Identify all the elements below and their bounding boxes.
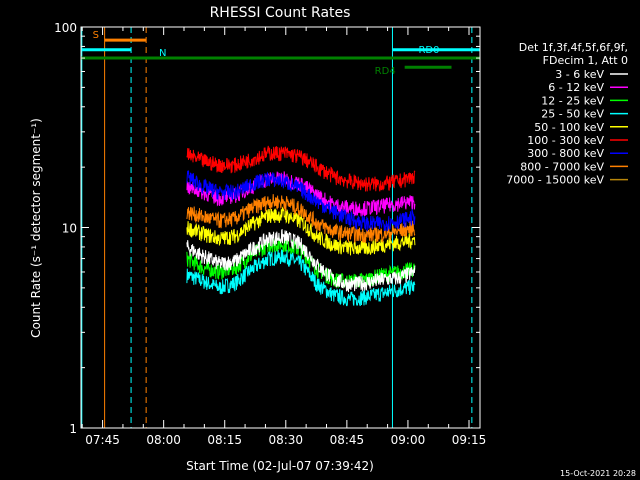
chart-title: RHESSI Count Rates (210, 5, 351, 21)
rd4-label: RD4 (375, 66, 396, 77)
legend-entry-label: 6 - 12 keV (548, 81, 604, 94)
series-trace-6 (186, 170, 416, 232)
legend-header-line-1: Det 1f,3f,4f,5f,6f,9f, (519, 41, 628, 54)
legend-entry-label: 300 - 800 keV (527, 147, 604, 160)
x-tick-label: 08:45 (330, 433, 365, 447)
y-tick-label: 1 (69, 422, 77, 436)
footer-timestamp: 15-Oct-2021 20:28 (560, 469, 636, 478)
legend-entry-label: 800 - 7000 keV (520, 160, 604, 173)
series-trace-4 (186, 206, 416, 256)
s-label: S (93, 30, 99, 41)
x-axis-label: Start Time (02-Jul-07 07:39:42) (186, 459, 374, 473)
legend-header-line-2: FDecim 1, Att 0 (543, 54, 628, 67)
x-tick-label: 08:00 (146, 433, 181, 447)
x-tick-label: 09:15 (452, 433, 487, 447)
legend: Det 1f,3f,4f,5f,6f,9f, FDecim 1, Att 0 3… (506, 41, 628, 187)
y-axis-label: Count Rate (s⁻¹ detector segment⁻¹) (29, 118, 43, 338)
legend-entry-label: 3 - 6 keV (555, 68, 604, 81)
y-tick-label: 10 (62, 222, 77, 236)
series-trace-0 (186, 229, 416, 293)
x-tick-label: 08:15 (207, 433, 242, 447)
legend-entry-label: 25 - 50 keV (541, 108, 604, 121)
series-trace-7 (186, 194, 416, 244)
series-trace-3 (186, 249, 416, 307)
x-tick-label: 07:45 (85, 433, 120, 447)
plot-frame (80, 26, 481, 429)
n-label: N (159, 48, 166, 59)
x-tick-label: 08:30 (268, 433, 303, 447)
y-tick-label: 100 (54, 21, 77, 35)
series-trace-5 (186, 145, 416, 192)
rd0-label: RD0 (418, 45, 439, 56)
x-tick-label: 09:00 (391, 433, 426, 447)
legend-entry-label: 100 - 300 keV (527, 134, 604, 147)
legend-entry-label: 12 - 25 keV (541, 94, 604, 107)
legend-entry-label: 50 - 100 keV (534, 121, 604, 134)
legend-entry-label: 7000 - 15000 keV (506, 174, 604, 187)
